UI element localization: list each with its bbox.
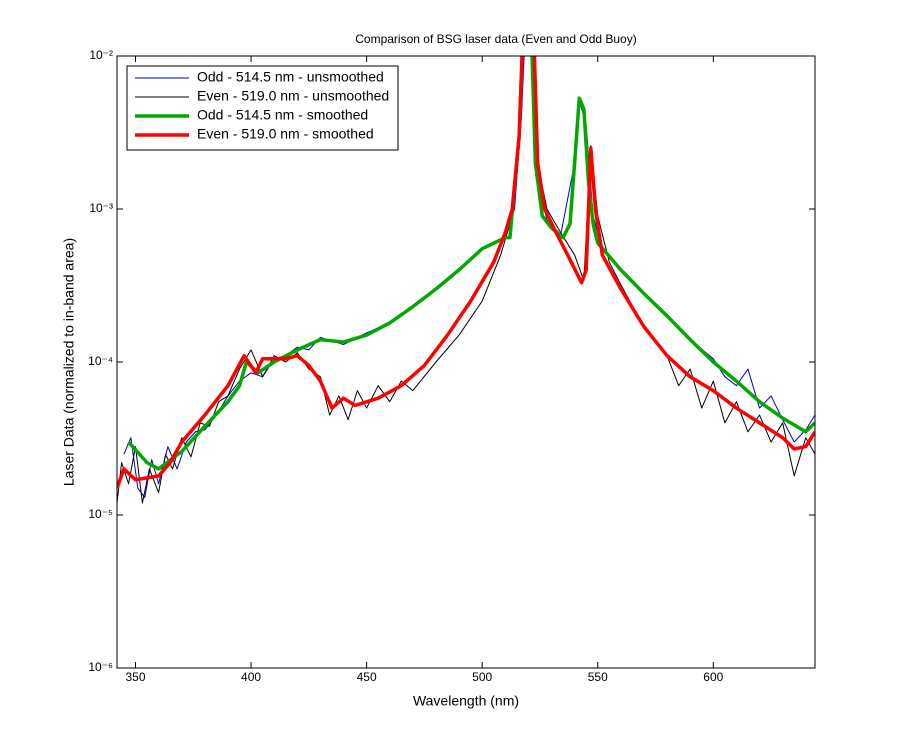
- x-tick-label: 400: [241, 670, 261, 684]
- x-axis-label: Wavelength (nm): [413, 693, 519, 709]
- y-axis-label: Laser Data (normalized to in-band area): [61, 238, 77, 486]
- series-line: [117, 56, 815, 504]
- chart-title: Comparison of BSG laser data (Even and O…: [355, 32, 636, 46]
- x-tick-label: 350: [125, 670, 145, 684]
- x-tick-label: 450: [357, 670, 377, 684]
- y-tick-label: 10⁻⁴: [88, 354, 113, 368]
- legend: Odd - 514.5 nm - unsmoothed Even - 519.0 …: [126, 65, 399, 151]
- x-tick-label: 500: [472, 670, 492, 684]
- series-line: [117, 56, 815, 489]
- plot-area: [117, 56, 815, 668]
- y-tick-label: 10⁻⁵: [88, 507, 113, 521]
- axes-box: [116, 55, 816, 669]
- x-tick-label: 550: [588, 670, 608, 684]
- y-tick-label: 10⁻⁶: [88, 660, 113, 674]
- ticks: 350 400 450 500 550 600 10⁻⁶ 10⁻⁵ 10⁻⁴ 10⁻³ 10⁻²: [88, 48, 815, 684]
- legend-label: Odd - 514.5 nm - unsmoothed: [197, 69, 384, 85]
- legend-label: Even - 519.0 nm - smoothed: [197, 126, 374, 142]
- x-tick-label: 600: [703, 670, 723, 684]
- lines: [117, 56, 815, 504]
- legend-label: Even - 519.0 nm - unsmoothed: [197, 88, 389, 104]
- y-tick-label: 10⁻²: [89, 48, 113, 62]
- legend-label: Odd - 514.5 nm - smoothed: [197, 107, 368, 123]
- y-tick-label: 10⁻³: [89, 201, 113, 215]
